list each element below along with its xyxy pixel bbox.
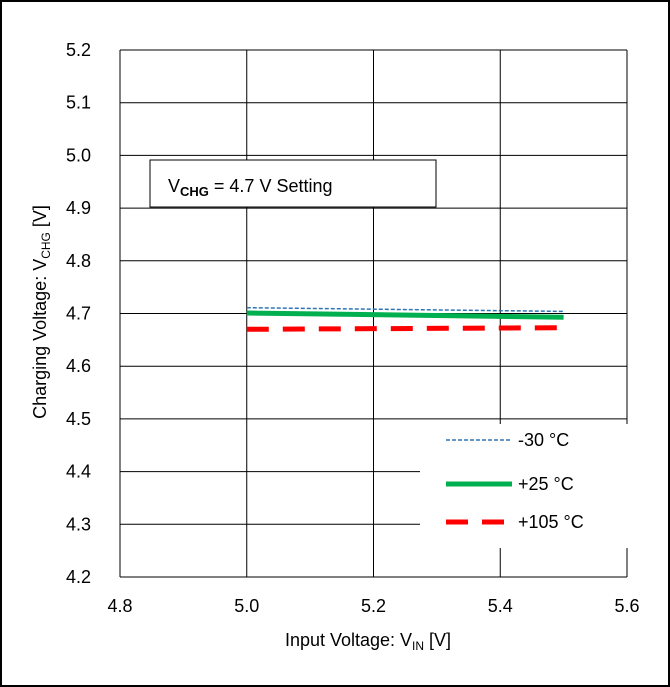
- annotation-box: [149, 159, 437, 208]
- y-tick-label: 4.4: [66, 462, 91, 482]
- legend-label-2: +105 °C: [518, 512, 584, 532]
- y-tick-label: 4.8: [66, 251, 91, 271]
- y-tick-label: 4.5: [66, 409, 91, 429]
- y-tick-label: 4.6: [66, 356, 91, 376]
- x-tick-label: 5.4: [488, 596, 513, 616]
- y-tick-labels: 5.2 5.1 5.0 4.9 4.8 4.7 4.6 4.5 4.4 4.3 4.2: [66, 40, 91, 587]
- y-tick-label: 5.1: [66, 93, 91, 113]
- legend-label-1: +25 °C: [518, 474, 574, 494]
- series-line-0: [246, 306, 564, 313]
- x-tick-label: 5.6: [614, 596, 639, 616]
- y-tick-label: 5.0: [66, 145, 91, 165]
- y-tick-label: 4.2: [66, 567, 91, 587]
- x-tick-labels: 4.8 5.0 5.2 5.4 5.6: [107, 596, 639, 616]
- y-tick-label: 5.2: [66, 40, 91, 60]
- y-tick-label: 4.7: [66, 304, 91, 324]
- legend-label-0: -30 °C: [518, 430, 569, 450]
- annotation-text: VCHG = 4.7 V Setting: [168, 176, 333, 199]
- x-tick-label: 5.0: [234, 596, 259, 616]
- y-axis-title: Charging Voltage: VCHG [V]: [30, 205, 53, 419]
- y-tick-label: 4.9: [66, 198, 91, 218]
- legend: -30 °C +25 °C +105 °C: [446, 430, 584, 532]
- x-tick-label: 4.8: [107, 596, 132, 616]
- x-axis-title: Input Voltage: VIN [V]: [285, 630, 451, 653]
- series-layer: [246, 306, 564, 332]
- y-tick-label: 4.3: [66, 514, 91, 534]
- series-line-2: [246, 325, 564, 332]
- x-tick-label: 5.2: [361, 596, 386, 616]
- series-line-1: [246, 310, 564, 320]
